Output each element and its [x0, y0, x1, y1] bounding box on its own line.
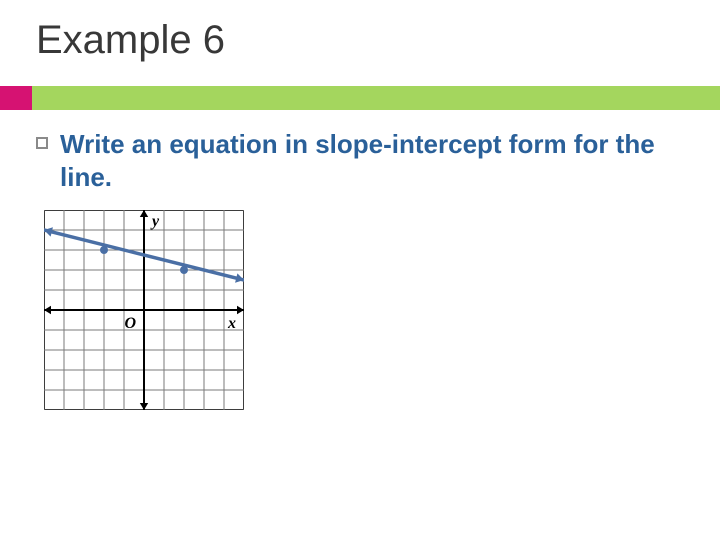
slide-title: Example 6 [36, 18, 225, 63]
svg-text:x: x [227, 315, 236, 332]
accent-green-bar [32, 86, 720, 110]
accent-pink-block [0, 86, 32, 110]
title-underline [0, 86, 720, 110]
bullet-square-icon [36, 137, 48, 149]
svg-text:y: y [150, 213, 160, 230]
graph-svg: y x O [44, 210, 244, 410]
slide: { "title": "Example 6", "accent": { "pin… [0, 0, 720, 540]
coordinate-graph: y x O [44, 210, 244, 415]
bullet-item: Write an equation in slope-intercept for… [36, 128, 676, 193]
svg-text:O: O [124, 315, 136, 332]
bullet-text: Write an equation in slope-intercept for… [60, 128, 676, 193]
